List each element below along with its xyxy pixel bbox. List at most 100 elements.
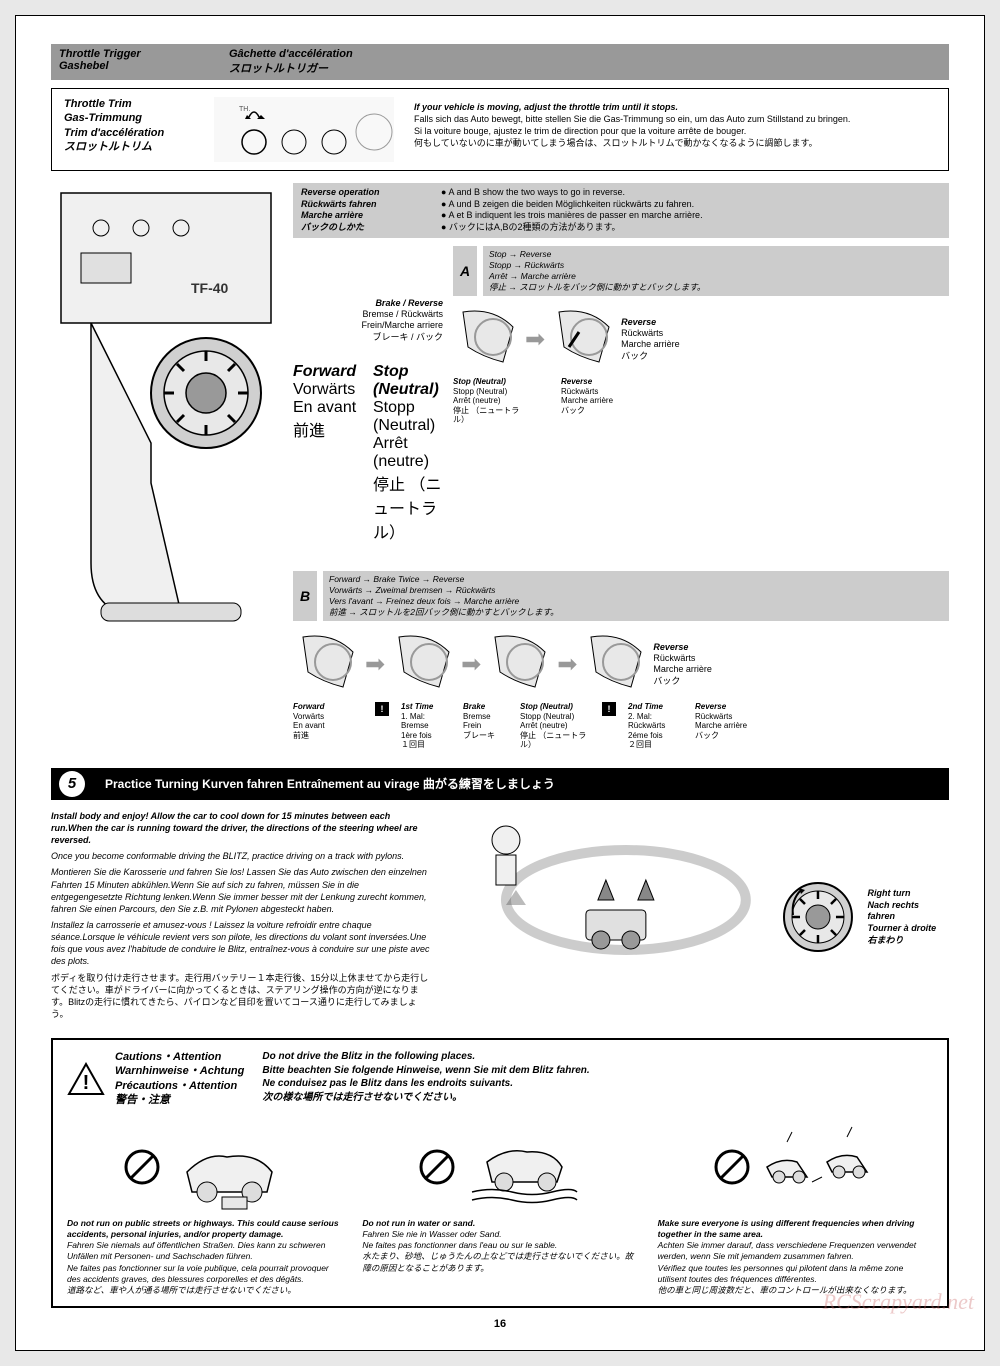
rev-fr: Marche arrière: [301, 210, 441, 222]
rev-desc-de: ● A und B zeigen die beiden Möglichkeite…: [441, 199, 941, 211]
seq-rev-de: Rückwärts: [561, 387, 631, 397]
trigger-brake-icon: [389, 627, 457, 702]
stop-fr: Arrêt (neutre): [373, 435, 443, 471]
b-stop-en: Stop (Neutral): [520, 702, 590, 712]
rv-fr: Marche arrière: [621, 339, 711, 350]
fwd-en: Forward: [293, 363, 363, 381]
br-fr: Frein/Marche arriere: [293, 320, 443, 331]
fwd-de: Vorwärts: [293, 381, 363, 399]
mb-de: Vorwärts → Zweimal bremsen → Rückwärts: [329, 585, 943, 596]
t1-jp: １回目: [401, 740, 451, 750]
rev-desc-jp: ● バックにはA,Bの2種類の方法があります。: [441, 222, 941, 234]
ma-de: Stopp → Rückwärts: [489, 260, 943, 271]
ma-jp: 停止 → スロットルをバック側に動かすとバックします。: [489, 282, 943, 293]
trim-en: Throttle Trim: [64, 97, 194, 111]
arrow-icon: ➡: [365, 650, 385, 679]
b-fwd-de: Vorwärts: [293, 712, 363, 722]
brk-en: Brake: [463, 702, 508, 712]
seq-rev-en: Reverse: [561, 377, 631, 387]
arrow-icon: ➡: [557, 650, 577, 679]
svg-text:TF-40: TF-40: [191, 280, 229, 296]
c1-de: Fahren Sie niemals auf öffentlichen Stra…: [67, 1240, 342, 1262]
rv-en: Reverse: [621, 317, 711, 328]
rt-jp: 右まわり: [868, 935, 949, 947]
br-en: Brake / Reverse: [293, 298, 443, 309]
car-street-icon: [167, 1122, 287, 1212]
c-de: Warnhinweise・Achtung: [115, 1064, 244, 1078]
c-jp: 警告・注意: [115, 1093, 244, 1107]
prohibit-icon: [123, 1148, 161, 1186]
c2-en: Do not run in water or sand.: [362, 1218, 637, 1229]
ch-fr: Ne conduisez pas le Blitz dans les endro…: [262, 1077, 933, 1091]
b-rev-de: Rückwärts: [653, 653, 743, 664]
caution-box: ! Cautions・Attention Warnhinweise・Achtun…: [51, 1038, 949, 1308]
rev-en: Reverse operation: [301, 187, 441, 199]
mb-fr: Vers l'avant → Freinez deux fois → March…: [329, 596, 943, 607]
main-row: TF-40 Reverse operation Rückwärts fahren…: [51, 183, 949, 750]
brk-de: Bremse: [463, 712, 508, 722]
c-en: Cautions・Attention: [115, 1050, 244, 1064]
c3-de: Achten Sie immer darauf, dass verschiede…: [658, 1240, 933, 1262]
practice-diagram: [446, 810, 766, 960]
method-b-badge: B: [293, 571, 317, 621]
c-fr: Précautions・Attention: [115, 1079, 244, 1093]
rt-en: Right turn: [868, 888, 949, 900]
ma-en: Stop → Reverse: [489, 249, 943, 260]
p3: Montieren Sie die Karosserie und fahren …: [51, 866, 431, 915]
p1: Install body and enjoy! Allow the car to…: [51, 810, 431, 846]
trigger-reverse-icon: [549, 302, 617, 377]
trim-fr: Trim d'accélération: [64, 126, 194, 140]
p5: ボディを取り付け走行させます。走行用バッテリー１本走行後、15分以上休ませてから…: [51, 972, 431, 1021]
cars-collide-icon: [757, 1122, 877, 1212]
rev-de: Rückwärts fahren: [301, 199, 441, 211]
prohibit-icon: [713, 1148, 751, 1186]
ch-de: Bitte beachten Sie folgende Hinweise, we…: [262, 1064, 933, 1078]
fwd-fr: En avant: [293, 399, 363, 417]
throttle-trim-box: Throttle Trim Gas-Trimmung Trim d'accélé…: [51, 88, 949, 171]
seq-stop-jp: 停止 （ニュートラル）: [453, 406, 523, 425]
trim-text-fr: Si la voiture bouge, ajustez le trim de …: [414, 125, 936, 137]
header-de: Gashebel: [59, 60, 189, 72]
step-5-header: 5 Practice Turning Kurven fahren Entraîn…: [51, 768, 949, 800]
trigger-rev-icon: [581, 627, 649, 702]
b-fwd-fr: En avant: [293, 721, 363, 731]
c3-en: Make sure everyone is using different fr…: [658, 1218, 933, 1240]
b-stop-fr: Arrêt (neutre): [520, 721, 590, 731]
c3-fr: Vérifiez que toutes les personnes qui pi…: [658, 1263, 933, 1285]
step-title: Practice Turning Kurven fahren Entraînem…: [105, 775, 555, 792]
p2: Once you become conformable driving the …: [51, 850, 431, 862]
warning-triangle-icon: !: [67, 1062, 105, 1096]
b-rv2-fr: Marche arrière: [695, 721, 765, 731]
b-fwd-en: Forward: [293, 702, 363, 712]
practice-section: Install body and enjoy! Allow the car to…: [51, 810, 949, 1024]
rv-jp: バック: [621, 351, 711, 362]
brk-jp: ブレーキ: [463, 731, 508, 741]
c2-de: Fahren Sie nie in Wasser oder Sand.: [362, 1229, 637, 1240]
ma-fr: Arrêt → Marche arrière: [489, 271, 943, 282]
rv-de: Rückwärts: [621, 328, 711, 339]
b-stop-jp: 停止 （ニュートラル）: [520, 731, 590, 750]
rev-desc-en: ● A and B show the two ways to go in rev…: [441, 187, 941, 199]
ch-jp: 次の様な場所では走行させないでください。: [262, 1091, 933, 1105]
b-stop-de: Stopp (Neutral): [520, 712, 590, 722]
c2-jp: 水たまり、砂地、じゅうたんの上などでは走行させないでください。故障の原因となるこ…: [362, 1251, 637, 1273]
rev-desc-fr: ● A et B indiquent les trois manières de…: [441, 210, 941, 222]
car-water-icon: [462, 1122, 582, 1212]
stop-jp: 停止 （ニュートラル）: [373, 471, 443, 543]
trim-text-de: Falls sich das Auto bewegt, bitte stelle…: [414, 113, 936, 125]
rt-fr: Tourner à droite: [868, 923, 949, 935]
prohibit-icon: [418, 1148, 456, 1186]
b-rev-fr: Marche arrière: [653, 664, 743, 675]
c1-jp: 道路など、車や人が通る場所では走行させないでください。: [67, 1285, 342, 1296]
t2-fr: 2éme fois: [628, 731, 683, 741]
arrow-icon: ➡: [525, 325, 545, 354]
wheel-icon: [781, 880, 856, 955]
b-rv2-en: Reverse: [695, 702, 765, 712]
svg-text:!: !: [83, 1072, 90, 1094]
header-fr: Gâchette d'accélération: [229, 48, 429, 60]
transmitter-diagram: TF-40: [51, 183, 281, 623]
t1-de: 1. Mal: Bremse: [401, 712, 451, 731]
mb-en: Forward → Brake Twice → Reverse: [329, 574, 943, 585]
fwd-jp: 前進: [293, 417, 363, 441]
trim-text-en: If your vehicle is moving, adjust the th…: [414, 101, 936, 113]
